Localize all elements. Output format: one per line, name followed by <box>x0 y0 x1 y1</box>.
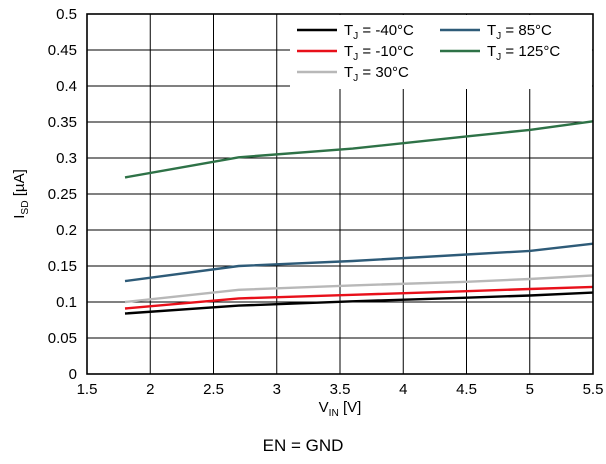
y-tick-label: 0.3 <box>56 150 77 167</box>
x-tick-label: 4.5 <box>456 381 477 398</box>
y-tick-label: 0.45 <box>48 42 77 59</box>
series-layer <box>124 120 594 315</box>
legend: TJ = -40°CTJ = -10°CTJ = 30°C TJ = 85°CTJ… <box>290 15 592 89</box>
y-tick-label: 0.35 <box>48 114 77 131</box>
series-line-0 <box>124 291 594 315</box>
chart-caption: EN = GND <box>262 436 344 455</box>
x-tick-label: 5.5 <box>583 381 604 398</box>
plot-frame <box>86 13 594 375</box>
y-axis-title: ISD [µA] <box>11 169 31 218</box>
legend-label: TJ = -10°C <box>344 43 414 63</box>
y-tick-label: 0.05 <box>48 330 77 347</box>
tick-labels: 1.5 2 2.5 3 3.5 4 4.5 5 5.5 0 0.05 0.1 0.15 0.2 0.25 0.… <box>48 6 604 398</box>
x-tick-label: 2 <box>146 381 154 398</box>
y-tick-label: 0.15 <box>48 258 77 275</box>
series-line-4 <box>124 120 594 179</box>
y-tick-label: 0.4 <box>56 78 77 95</box>
x-tick-label: 2.5 <box>203 381 224 398</box>
y-tick-label: 0.25 <box>48 186 77 203</box>
legend-label: TJ = 125°C <box>487 43 560 63</box>
y-tick-label: 0 <box>69 366 77 383</box>
x-tick-label: 5 <box>526 381 534 398</box>
legend-label: TJ = 30°C <box>344 64 409 84</box>
series-line-1 <box>124 285 594 310</box>
y-tick-label: 0.1 <box>56 294 77 311</box>
x-tick-label: 4 <box>399 381 407 398</box>
y-tick-label: 0.2 <box>56 222 77 239</box>
series-line-3 <box>124 242 594 283</box>
x-tick-label: 3.5 <box>330 381 351 398</box>
legend-label: TJ = -40°C <box>344 22 414 42</box>
y-tick-label: 0.5 <box>56 6 77 23</box>
x-axis-title: VIN [V] <box>319 399 362 419</box>
legend-label: TJ = 85°C <box>487 22 552 42</box>
x-tick-label: 3 <box>273 381 281 398</box>
x-tick-label: 1.5 <box>77 381 98 398</box>
axis-titles: VIN [V] ISD [µA] <box>11 169 361 419</box>
series-line-2 <box>124 274 594 304</box>
